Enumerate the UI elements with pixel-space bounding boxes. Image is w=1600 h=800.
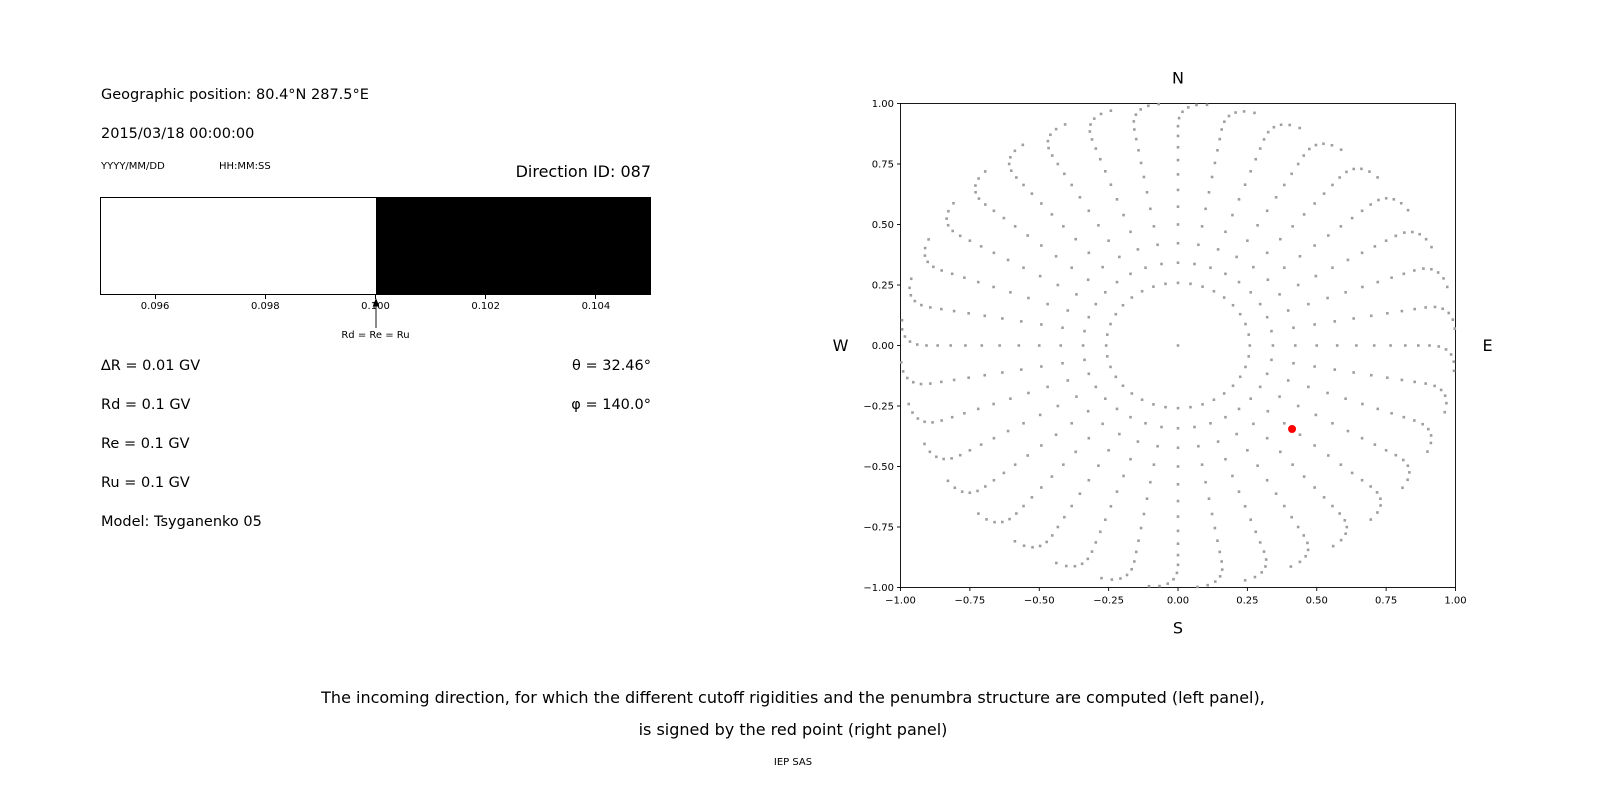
re-value: Re = 0.1 GV xyxy=(101,436,190,452)
caption-line-2: is signed by the red point (right panel) xyxy=(638,720,948,739)
penumbra-tick-label: 0.104 xyxy=(581,301,611,312)
ru-value: Ru = 0.1 GV xyxy=(101,475,190,491)
y-tick-label: 0.75 xyxy=(872,160,894,171)
theta-value: θ = 32.46° xyxy=(572,358,651,374)
penumbra-tick-label: 0.096 xyxy=(140,301,170,312)
caption-line-1: The incoming direction, for which the di… xyxy=(321,688,1265,707)
direction-scatter-plot: −1.00 −0.75 −0.50 −0.25 0.00 0.25 0.50 0.75 1.00… xyxy=(833,69,1493,638)
phi-value: φ = 140.0° xyxy=(571,397,651,413)
y-tick-label: −0.75 xyxy=(863,523,894,534)
y-tick-label: 0.25 xyxy=(872,281,894,292)
penumbra-axes-box xyxy=(100,197,651,295)
penumbra-forbidden-region xyxy=(375,198,650,294)
time-format-label: HH:MM:SS xyxy=(219,161,271,172)
x-tick-label: −0.50 xyxy=(1024,596,1055,607)
cutoff-arrow-label: Rd = Re = Ru xyxy=(341,330,410,341)
compass-label-south: S xyxy=(1173,619,1183,638)
penumbra-tick-label: 0.102 xyxy=(471,301,501,312)
x-tick-label: −1.00 xyxy=(885,596,916,607)
direction-id-label: Direction ID: 087 xyxy=(515,162,651,181)
x-tick-label: 1.00 xyxy=(1444,596,1466,607)
scatter-grid-points xyxy=(899,102,1457,589)
penumbra-tick-mark xyxy=(154,295,156,299)
x-tick-label: 0.50 xyxy=(1306,596,1328,607)
compass-label-east: E xyxy=(1482,336,1492,355)
penumbra-tick-mark xyxy=(485,295,487,299)
delta-r-value: ∆R = 0.01 GV xyxy=(101,358,201,374)
x-tick-label: 0.75 xyxy=(1375,596,1397,607)
model-label: Model: Tsyganenko 05 xyxy=(101,514,262,530)
geographic-position-text: Geographic position: 80.4°N 287.5°E xyxy=(101,87,369,103)
x-tick-label: 0.00 xyxy=(1167,596,1189,607)
date-format-label: YYYY/MM/DD xyxy=(101,161,165,172)
y-tick-label: −0.50 xyxy=(863,462,894,473)
compass-label-north: N xyxy=(1172,69,1184,88)
rd-value: Rd = 0.1 GV xyxy=(101,397,191,413)
credit-label: IEP SAS xyxy=(773,757,813,768)
penumbra-tick-mark xyxy=(264,295,266,299)
cutoff-arrow-icon xyxy=(372,298,379,328)
penumbra-tick-label: 0.098 xyxy=(250,301,280,312)
y-tick-label: 0.00 xyxy=(872,341,894,352)
compass-label-west: W xyxy=(833,336,849,355)
x-tick-label: −0.25 xyxy=(1093,596,1124,607)
y-tick-label: 0.50 xyxy=(872,220,894,231)
x-tick-label: −0.75 xyxy=(955,596,986,607)
y-tick-label: 1.00 xyxy=(872,99,894,110)
penumbra-tick-mark xyxy=(595,295,597,299)
datetime-text: 2015/03/18 00:00:00 xyxy=(101,126,255,142)
y-tick-label: −0.25 xyxy=(863,402,894,413)
penumbra-tick-mark xyxy=(375,295,376,299)
x-tick-label: 0.25 xyxy=(1236,596,1258,607)
y-tick-label: −1.00 xyxy=(863,583,894,594)
red-point xyxy=(1288,424,1297,433)
